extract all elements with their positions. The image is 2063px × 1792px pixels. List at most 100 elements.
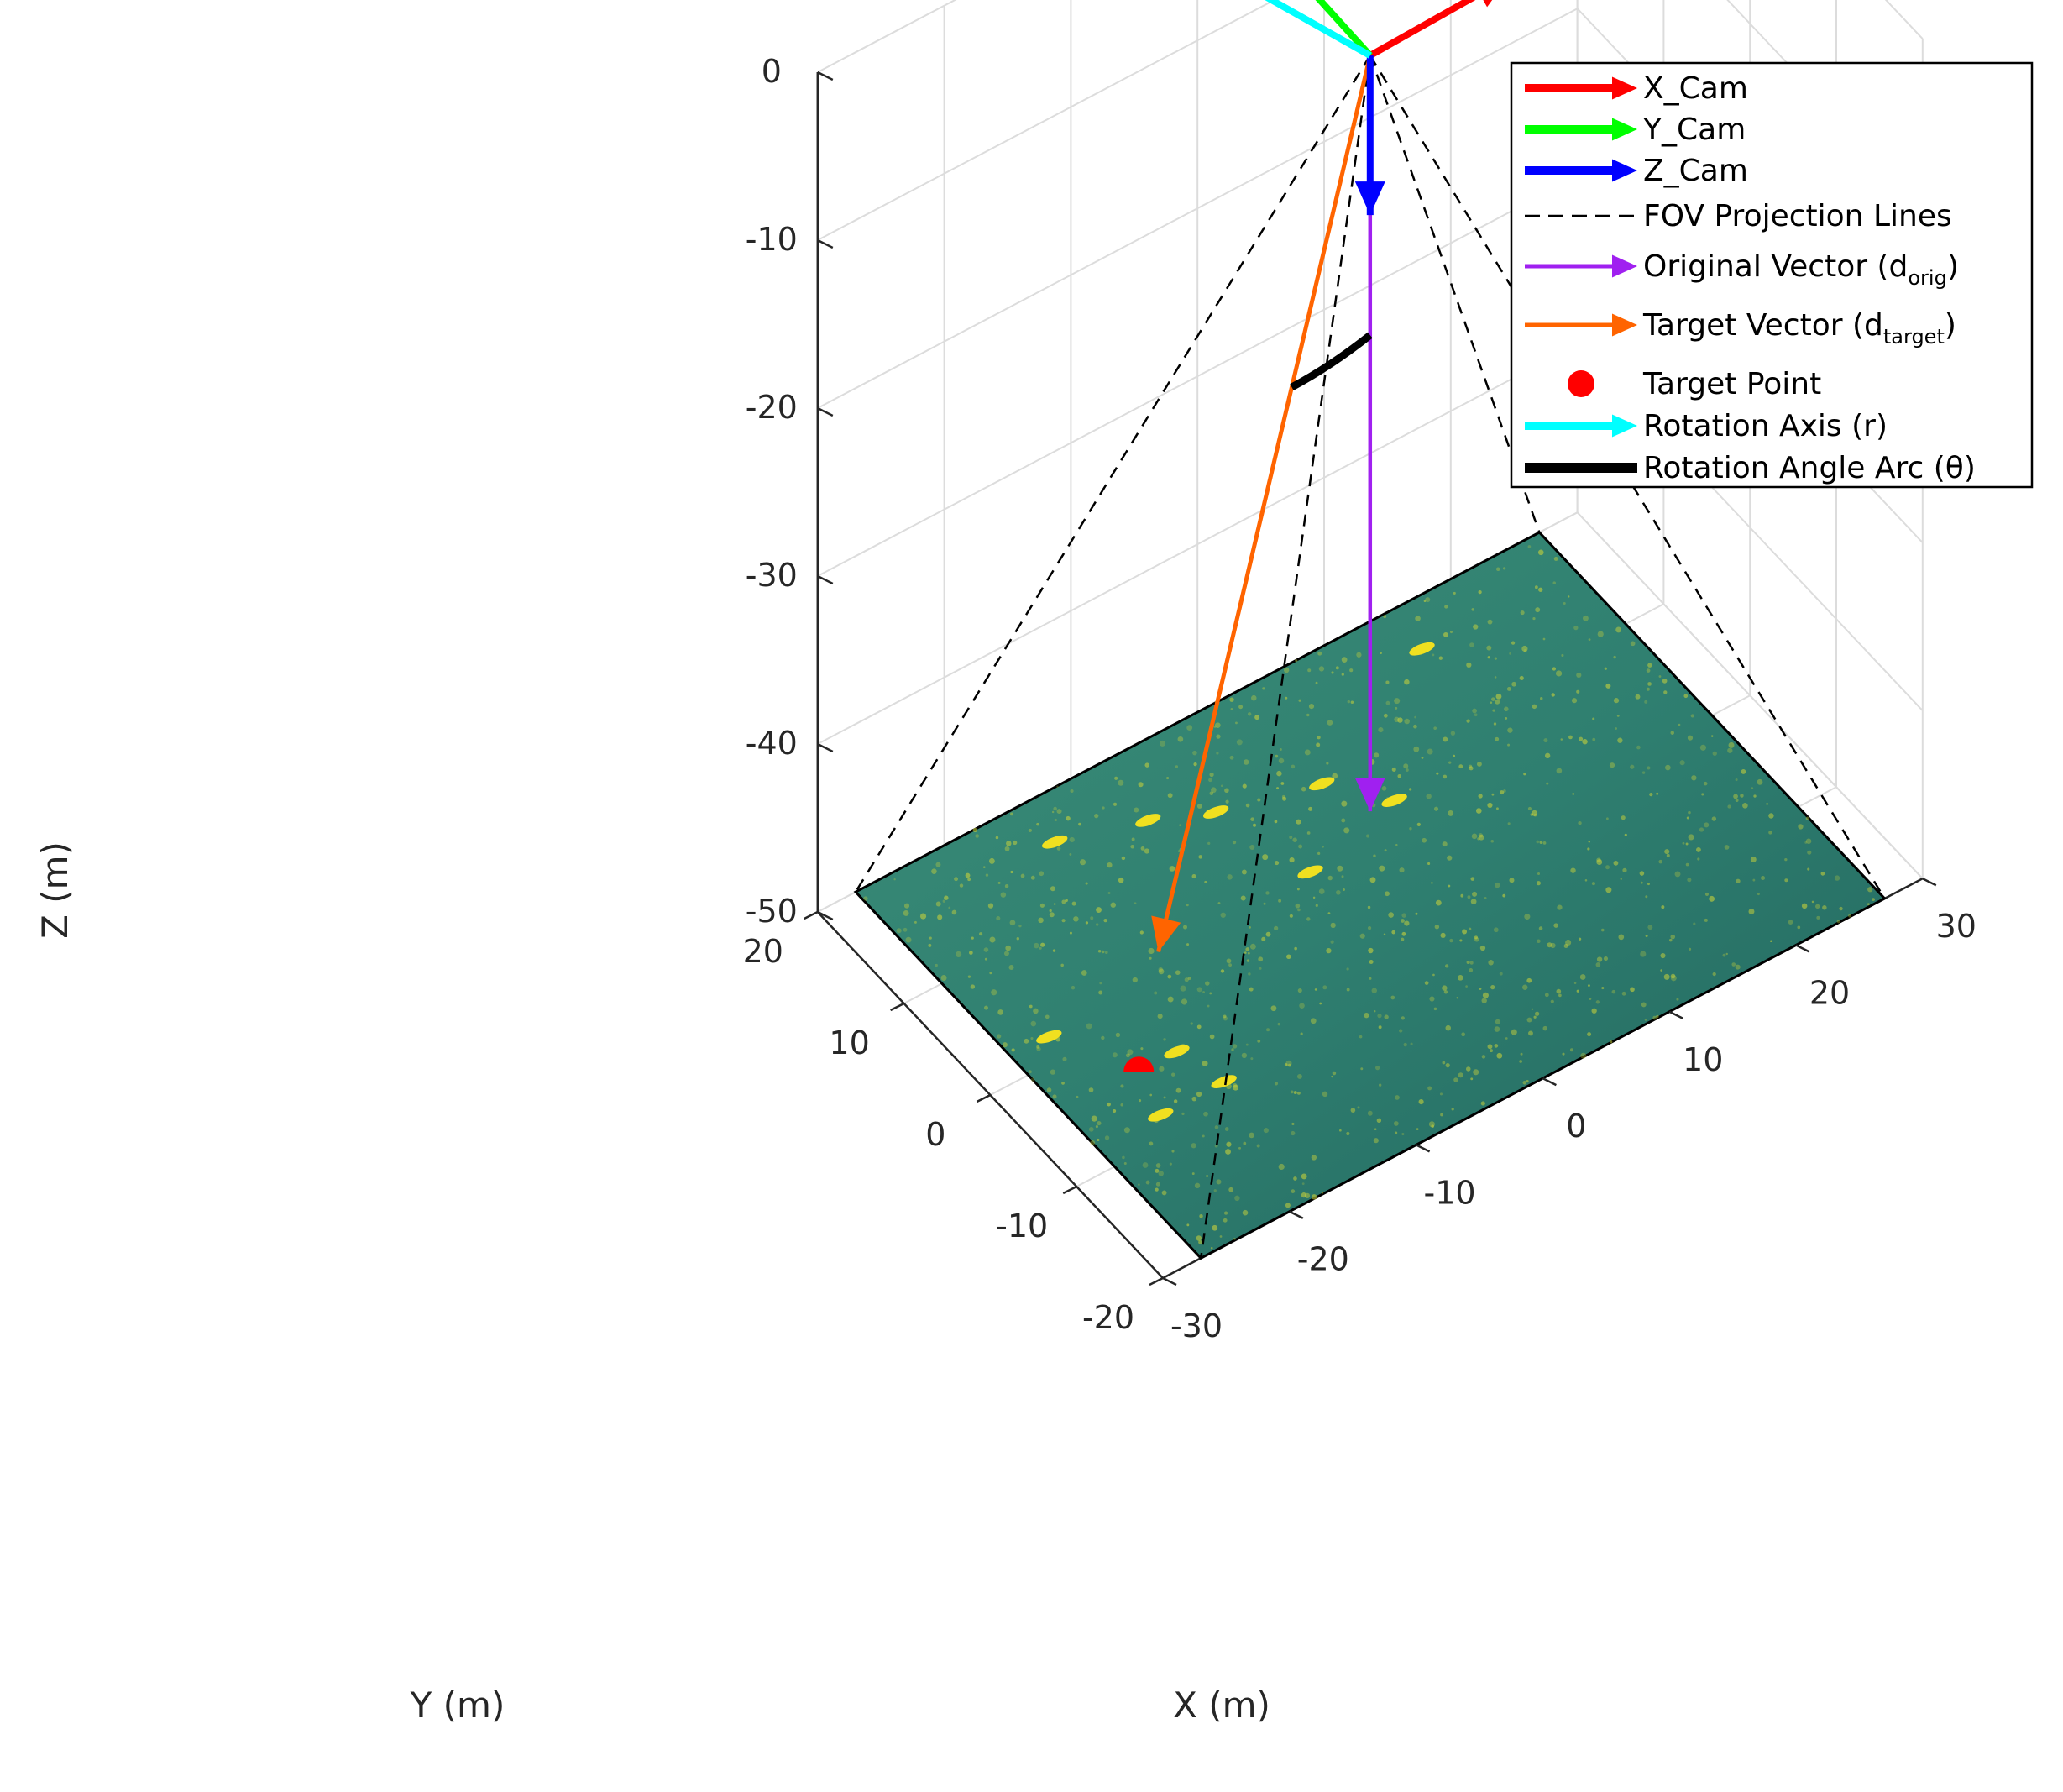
ground-speckle — [1097, 950, 1102, 953]
ground-speckle — [1144, 848, 1149, 854]
ground-speckle — [1155, 1187, 1159, 1192]
ground-speckle — [1712, 972, 1716, 977]
ground-speckle — [1663, 973, 1670, 980]
ground-speckle — [1449, 630, 1453, 634]
ground-speckle — [1163, 1096, 1166, 1099]
ground-speckle — [1339, 1129, 1342, 1132]
ground-speckle — [1553, 557, 1558, 561]
ground-speckle — [1444, 605, 1448, 609]
ground-speckle — [1259, 967, 1262, 970]
ground-speckle — [1641, 771, 1646, 774]
ground-speckle — [1807, 850, 1812, 855]
ground-speckle — [1492, 709, 1495, 712]
ground-speckle — [1427, 862, 1431, 866]
ground-speckle — [1367, 905, 1371, 909]
ground-speckle — [1770, 940, 1772, 943]
ground-speckle — [1061, 899, 1066, 904]
ground-speckle — [1490, 840, 1495, 843]
ground-speckle — [983, 1005, 988, 1010]
ground-speckle — [903, 903, 910, 909]
ground-speckle — [1374, 1065, 1380, 1071]
ground-speckle — [1524, 914, 1531, 920]
ground-speckle — [1223, 1211, 1228, 1215]
ground-speckle — [1683, 694, 1689, 699]
ground-speckle — [1249, 987, 1254, 992]
ground-speckle — [1171, 1072, 1175, 1077]
ground-speckle — [1306, 831, 1311, 835]
ground-speckle — [1532, 616, 1536, 621]
ground-speckle — [1630, 987, 1635, 993]
ground-speckle — [1526, 1017, 1532, 1023]
ground-speckle — [1613, 698, 1620, 704]
ground-speckle — [1401, 937, 1405, 941]
ground-speckle — [1560, 738, 1563, 741]
ground-speckle — [1552, 667, 1557, 671]
ground-speckle — [1125, 1053, 1130, 1058]
ground-speckle — [1490, 985, 1495, 990]
ground-speckle — [1220, 784, 1223, 788]
ground-speckle — [1568, 735, 1573, 740]
grid-line — [817, 0, 1276, 241]
vectors — [1123, 0, 1493, 1072]
ground-speckle — [1291, 764, 1296, 769]
ground-speckle — [1433, 806, 1439, 811]
ground-speckle — [1576, 989, 1579, 993]
z-cam-axis-head — [1354, 181, 1385, 216]
ground-speckle — [1424, 981, 1429, 985]
ground-speckle — [1784, 857, 1788, 862]
ground-speckle — [1300, 1032, 1303, 1035]
ground-speckle — [1369, 877, 1376, 883]
ground-speckle — [1158, 968, 1165, 975]
ground-speckle — [1443, 990, 1448, 994]
legend-entry-label: X_Cam — [1643, 71, 1748, 106]
ground-speckle — [1161, 1190, 1167, 1196]
ground-speckle — [1494, 657, 1498, 660]
ground-speckle — [1263, 1128, 1269, 1134]
ground-speckle — [1766, 802, 1769, 805]
ground-speckle — [1453, 591, 1456, 595]
ground-speckle — [1753, 794, 1757, 798]
ground-speckle — [1544, 993, 1549, 998]
ground-speckle — [1286, 954, 1291, 960]
ground-speckle — [1445, 1063, 1450, 1068]
ground-speckle — [1416, 822, 1421, 826]
ground-speckle — [1644, 1019, 1647, 1021]
ground-speckle — [1668, 938, 1673, 942]
rotation-angle-arc — [1290, 332, 1373, 391]
x-tick-label: 20 — [1809, 975, 1850, 1012]
ground-highlight-mark — [1202, 805, 1229, 819]
ground-speckle — [1236, 739, 1243, 746]
ground-speckle — [1301, 1192, 1307, 1198]
ground-speckle — [1615, 626, 1621, 633]
ground-speckle — [970, 984, 976, 989]
ground-highlight-mark — [1381, 794, 1407, 807]
ground-speckle — [1192, 750, 1197, 756]
ground-speckle — [1104, 951, 1108, 955]
ground-speckle — [1647, 925, 1653, 930]
x-tick-mark — [1289, 1210, 1304, 1219]
ground-speckle — [1537, 939, 1541, 943]
ground-speckle — [1213, 1189, 1217, 1192]
ground-speckle — [1091, 1115, 1097, 1122]
legend-swatch-head — [1612, 118, 1637, 141]
ground-speckle — [1134, 807, 1139, 813]
ground-speckle — [989, 972, 992, 975]
ground-speckle — [1071, 901, 1076, 906]
ground-speckle — [1332, 1071, 1337, 1076]
ground-speckle — [1139, 930, 1144, 935]
ground-speckle — [1130, 844, 1135, 849]
ground-speckle — [1534, 1011, 1540, 1016]
ground-speckle — [1595, 962, 1601, 967]
ground-speckle — [1572, 792, 1575, 795]
ground-speckle — [1640, 951, 1647, 957]
ground-speckle — [1385, 700, 1390, 705]
legend-entry-label: Z_Cam — [1643, 154, 1748, 188]
ground-speckle — [1076, 1095, 1079, 1098]
ground-speckle — [1039, 903, 1045, 908]
ground-speckle — [1495, 1019, 1500, 1024]
y-axis-label: Y (m) — [410, 1685, 505, 1726]
ground-speckle — [1596, 859, 1603, 866]
ground-speckle — [1384, 1014, 1389, 1019]
ground-speckle — [1102, 806, 1105, 810]
ground-speckle — [1872, 898, 1875, 901]
